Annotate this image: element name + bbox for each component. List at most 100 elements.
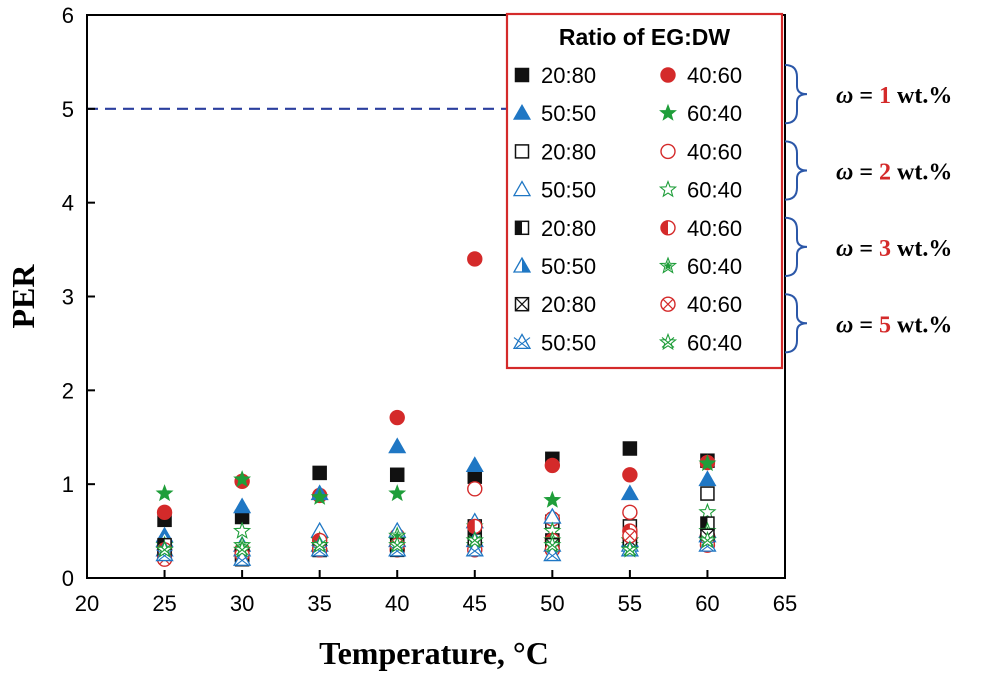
legend-label: 20:80 xyxy=(541,216,596,241)
legend-label: 40:60 xyxy=(687,292,742,317)
omega-group-labels: ω = 1 wt.% ω = 2 wt.% ω = 3 wt.% ω = 5 wt.% xyxy=(784,64,952,354)
data-point xyxy=(312,465,327,481)
legend-label: 50:50 xyxy=(541,330,596,355)
data-point xyxy=(620,484,639,501)
legend-entry: 40:60 xyxy=(660,292,742,317)
legend-entry: 50:50 xyxy=(512,101,596,126)
legend-marker xyxy=(512,103,532,120)
y-tick-label: 2 xyxy=(62,378,74,403)
legend-marker xyxy=(660,296,676,312)
group-brace xyxy=(784,216,808,277)
data-point xyxy=(622,504,638,521)
legend-label: 40:60 xyxy=(687,139,742,164)
legend-label: 40:60 xyxy=(687,216,742,241)
omega-group-label: ω = 3 wt.% xyxy=(836,236,952,262)
legend-label: 60:40 xyxy=(687,254,742,279)
data-point xyxy=(698,530,717,549)
y-tick-label: 1 xyxy=(62,472,74,497)
legend-marker xyxy=(512,180,532,197)
data-point xyxy=(388,535,407,553)
series-60-40-w5 xyxy=(155,530,717,558)
data-point xyxy=(700,486,715,501)
legend-entry: 60:40 xyxy=(658,254,742,279)
data-point xyxy=(622,467,638,483)
omega-group-label: ω = 5 wt.% xyxy=(836,312,952,338)
legend-marker xyxy=(512,256,532,273)
legend-marker xyxy=(514,144,530,159)
data-point xyxy=(467,481,483,497)
group-brace xyxy=(784,140,808,201)
data-point xyxy=(310,487,329,505)
y-tick-label: 5 xyxy=(62,97,74,122)
data-point xyxy=(155,484,174,502)
data-point xyxy=(698,454,717,472)
x-tick-label: 55 xyxy=(618,591,642,616)
data-point xyxy=(543,535,562,553)
legend-entry: 60:40 xyxy=(658,178,742,203)
legend-entry: 50:50 xyxy=(512,178,596,203)
legend-entry: 50:50 xyxy=(512,254,596,279)
legend-entry: 50:50 xyxy=(512,330,596,355)
legend-marker xyxy=(514,220,530,236)
legend-frame xyxy=(505,12,784,370)
y-axis-title: PER xyxy=(5,264,41,329)
legend-marker xyxy=(658,256,678,274)
data-point xyxy=(544,457,561,474)
legend-entry: 40:60 xyxy=(660,139,742,164)
data-point xyxy=(698,470,717,487)
legend-title: Ratio of EG:DW xyxy=(559,24,730,50)
x-axis-title: Temperature, °C xyxy=(319,635,549,671)
legend-entry: 20:80 xyxy=(514,216,596,241)
omega-group-label: ω = 2 wt.% xyxy=(836,160,952,186)
y-tick-label: 3 xyxy=(62,285,74,310)
data-point xyxy=(543,490,562,508)
data-point xyxy=(232,549,252,566)
data-point xyxy=(465,456,484,472)
data-point xyxy=(156,504,173,521)
data-point xyxy=(388,484,407,502)
legend-label: 20:80 xyxy=(541,139,596,164)
data-point xyxy=(233,470,252,488)
group-brace xyxy=(784,293,808,354)
legend-entry: 20:80 xyxy=(514,292,596,317)
legend-marker xyxy=(512,333,532,350)
x-tick-label: 60 xyxy=(695,591,719,616)
legend: Ratio of EG:DW 20:80 40:60 50:50 60:40 20:80 4… xyxy=(505,12,784,370)
legend-entry: 60:40 xyxy=(659,101,742,126)
legend-label: 60:40 xyxy=(687,330,742,355)
y-tick-label: 4 xyxy=(62,191,74,216)
legend-marker xyxy=(660,220,676,236)
data-point xyxy=(465,540,484,557)
legend-marker xyxy=(659,103,677,121)
data-point xyxy=(233,497,252,514)
legend-marker xyxy=(660,143,676,160)
data-point xyxy=(389,409,405,426)
legend-label: 60:40 xyxy=(687,101,742,126)
x-tick-label: 35 xyxy=(307,591,331,616)
legend-label: 50:50 xyxy=(541,101,596,126)
x-tick-label: 25 xyxy=(152,591,176,616)
legend-entry: 60:40 xyxy=(658,330,742,355)
legend-label: 40:60 xyxy=(687,63,742,88)
data-point xyxy=(622,441,638,456)
legend-marker xyxy=(660,67,676,83)
legend-label: 60:40 xyxy=(687,178,742,203)
data-point xyxy=(467,251,483,267)
x-tick-label: 30 xyxy=(230,591,254,616)
data-point xyxy=(389,467,405,483)
x-tick-label: 50 xyxy=(540,591,564,616)
omega-group-label: ω = 1 wt.% xyxy=(836,83,952,109)
y-tick-label: 6 xyxy=(62,3,74,28)
legend-entry: 40:60 xyxy=(660,63,742,88)
legend-marker xyxy=(514,67,530,83)
legend-marker xyxy=(658,180,678,198)
data-point xyxy=(155,540,174,558)
legend-entry: 20:80 xyxy=(514,63,596,88)
data-point xyxy=(310,535,329,553)
x-tick-label: 65 xyxy=(773,591,797,616)
legend-marker xyxy=(658,332,678,351)
legend-label: 20:80 xyxy=(541,63,596,88)
x-tick-label: 40 xyxy=(385,591,409,616)
data-point xyxy=(467,518,483,535)
